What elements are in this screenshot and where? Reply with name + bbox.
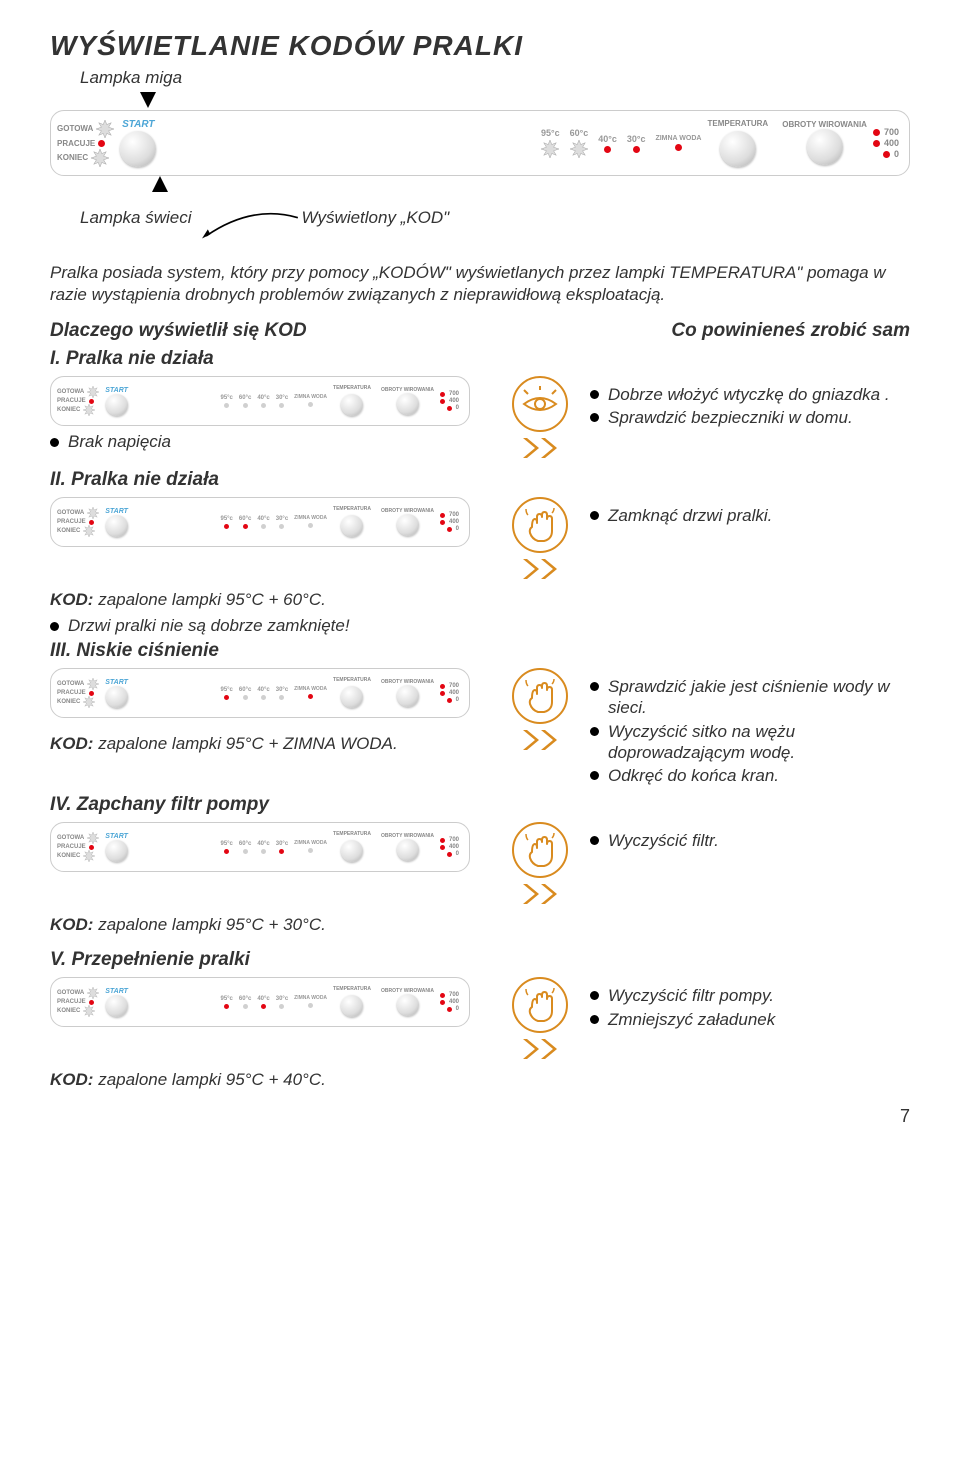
temperatura-knob xyxy=(720,131,756,167)
obroty-values: 700 400 0 xyxy=(873,127,899,159)
obroty-label: OBROTY WIROWANIA xyxy=(782,121,867,129)
hand-icon xyxy=(512,668,568,724)
panel-s4: GOTOWAPRACUJEKONIECSTART95°c60°c40°c30°c… xyxy=(50,822,470,872)
chevrons-icon xyxy=(518,884,562,909)
chevrons-icon xyxy=(518,559,562,584)
advice-s2: Zamknąć drzwi pralki. xyxy=(590,505,910,526)
panel-s1: GOTOWAPRACUJEKONIECSTART95°c60°c40°c30°c… xyxy=(50,376,470,426)
panel-s3: GOTOWAPRACUJEKONIECSTART95°c60°c40°c30°c… xyxy=(50,668,470,718)
section-2-head: II. Pralka nie działa xyxy=(50,469,910,491)
intro-text: Pralka posiada system, który przy pomocy… xyxy=(50,262,910,306)
page-title: WYŚWIETLANIE KODÓW PRALKI xyxy=(50,30,910,62)
hand-icon xyxy=(512,822,568,878)
panel-s2: GOTOWAPRACUJEKONIECSTART95°c60°c40°c30°c… xyxy=(50,497,470,547)
lamp-blinks-label: Lampka miga xyxy=(80,68,910,88)
control-panel-large: GOTOWA PRACUJE KONIEC START 95°c 60°c 40… xyxy=(50,110,910,176)
section-5-head: V. Przepełnienie pralki xyxy=(50,949,910,971)
hand-icon xyxy=(512,977,568,1033)
chevrons-icon xyxy=(518,1039,562,1064)
kod-s3: KOD: zapalone lampki 95°C + ZIMNA WODA. xyxy=(50,734,490,754)
burst-icon xyxy=(96,120,114,138)
kod-shown-label: Wyświetlony „KOD" xyxy=(302,208,450,228)
section-3-head: III. Niskie ciśnienie xyxy=(50,640,910,662)
arrow-to-gotowa xyxy=(140,92,910,108)
chevrons-icon xyxy=(518,730,562,755)
page-number: 7 xyxy=(50,1106,910,1127)
arrow-to-koniec xyxy=(50,180,910,208)
why-heading: Dlaczego wyświetlił się KOD xyxy=(50,320,307,342)
panel-s5: GOTOWAPRACUJEKONIECSTART95°c60°c40°c30°c… xyxy=(50,977,470,1027)
temps-row: 95°c 60°c 40°c 30°c ZIMNA WODA xyxy=(541,128,702,158)
cause-s1: Brak napięcia xyxy=(50,432,490,452)
hand-icon xyxy=(512,497,568,553)
todo-heading: Co powinieneś zrobić sam xyxy=(671,320,910,342)
advice-s4: Wyczyścić filtr. xyxy=(590,830,910,851)
obroty-knob xyxy=(807,129,843,165)
kod-s2: KOD: zapalone lampki 95°C + 60°C. xyxy=(50,590,910,610)
swoop-arrow xyxy=(202,208,302,244)
eye-icon xyxy=(512,376,568,432)
temperatura-label: TEMPERATURA xyxy=(707,120,768,128)
chevrons-icon xyxy=(518,438,562,463)
kod-s5: KOD: zapalone lampki 95°C + 40°C. xyxy=(50,1070,910,1090)
status-column: GOTOWA PRACUJE KONIEC xyxy=(57,120,114,167)
start-label: START xyxy=(122,119,154,130)
section-1-head: I. Pralka nie działa xyxy=(50,348,910,370)
lamp-on-label: Lampka świeci xyxy=(80,208,192,228)
cause-s2: Drzwi pralki nie są dobrze zamknięte! xyxy=(50,616,910,636)
kod-s4: KOD: zapalone lampki 95°C + 30°C. xyxy=(50,915,910,935)
start-knob xyxy=(120,131,156,167)
advice-s5: Wyczyścić filtr pompy. Zmniejszyć załadu… xyxy=(590,985,910,1030)
section-4-head: IV. Zapchany filtr pompy xyxy=(50,794,910,816)
advice-s3: Sprawdzić jakie jest ciśnienie wody w si… xyxy=(590,676,910,786)
advice-s1: Dobrze włożyć wtyczkę do gniazdka . Spra… xyxy=(590,384,910,429)
